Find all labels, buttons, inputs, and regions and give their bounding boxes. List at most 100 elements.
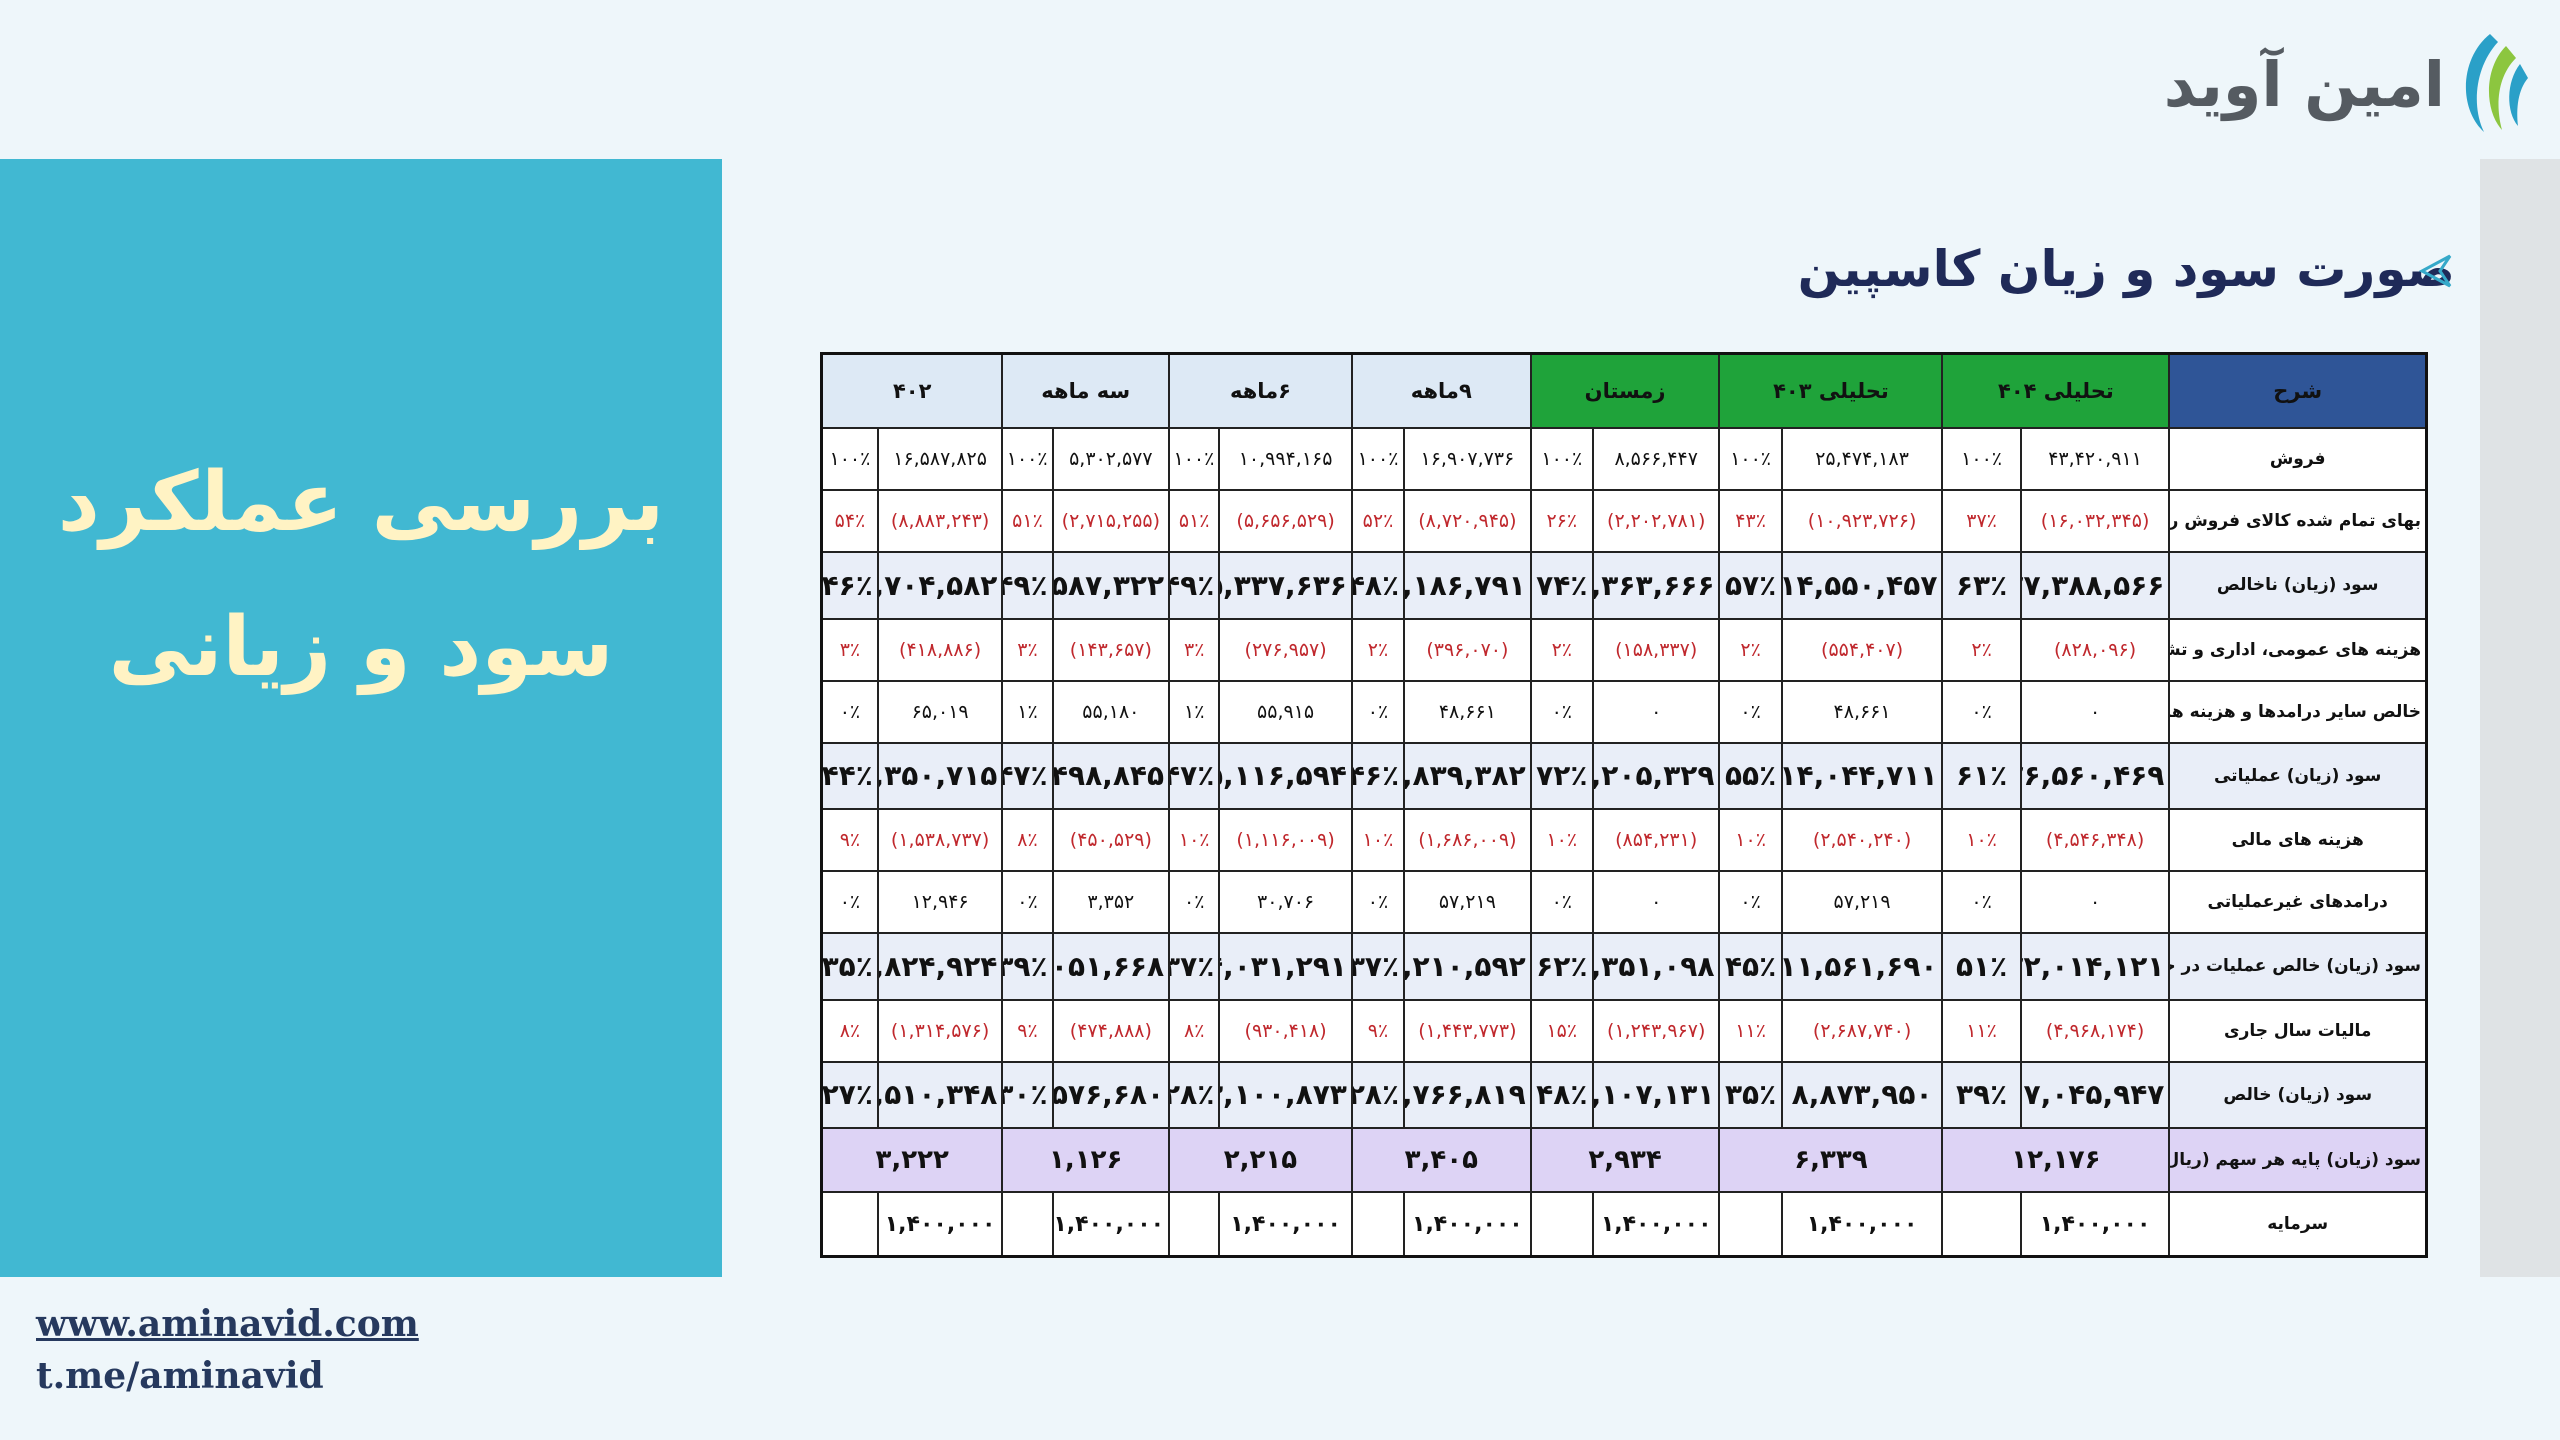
value-cell: (۹۳۰,۴۱۸) [1218,998,1353,1063]
value-cell: ۰ [2019,870,2171,935]
percent-cell: ۰٪ [1529,679,1594,744]
value-cell: ۴,۱۰۷,۱۳۱ [1591,1060,1721,1129]
percent-cell: ۹٪ [1001,998,1054,1063]
empty-cell [1350,1191,1406,1258]
eps-cell: ۳,۴۰۵ [1350,1126,1532,1194]
percent-cell: ۵۱٪ [1168,489,1221,554]
value-cell: ۱۰,۹۹۴,۱۶۵ [1218,426,1353,492]
percent-cell: ۳۷٪ [1350,932,1406,1001]
percent-cell: ۴۶٪ [1350,741,1406,811]
value-cell: ۸,۱۸۶,۷۹۱ [1403,551,1532,620]
percent-cell: ۸٪ [1168,998,1221,1063]
value-cell: ۴,۷۶۶,۸۱۹ [1403,1060,1532,1129]
empty-cell [1168,1191,1221,1258]
value-cell: ۷,۳۵۰,۷۱۵ [876,741,1004,811]
table-row-capital: سرمایه ۱,۴۰۰,۰۰۰ ۱,۴۰۰,۰۰۰ ۱,۴۰۰,۰۰۰ ۱,۴۰۰,۰… [820,1191,2428,1258]
value-cell: (۲۷۶,۹۵۷) [1218,617,1353,682]
percent-cell: ۱٪ [1168,679,1221,744]
percent-cell: ۲۷٪ [820,1060,879,1129]
value-cell: (۲,۶۸۷,۷۴۰) [1780,998,1944,1063]
value-cell: (۱۴۳,۶۵۷) [1051,617,1171,682]
value-cell: ۵۷,۲۱۹ [1780,870,1944,935]
percent-cell: ۰٪ [1718,870,1783,935]
percent-cell: ۱٪ [1001,679,1054,744]
percent-cell: ۲٪ [1941,617,2022,682]
value-cell: ۱۶,۵۸۷,۸۲۵ [876,426,1004,492]
table-row: فروش ۴۳,۴۲۰,۹۱۱ ۱۰۰٪ ۲۵,۴۷۴,۱۸۳ ۱۰۰٪ ۸,۵۶۶,۴۴… [820,426,2428,492]
value-cell: (۳۹۶,۰۷۰) [1403,617,1532,682]
row-label: سود (زیان) خالص عملیات در حال تداوم قبل … [2168,932,2428,1001]
table-row: هزینه های مالی (۴,۵۴۶,۳۴۸) ۱۰٪ (۲,۵۴۰,۲۴۰) ۱… [820,808,2428,873]
value-cell: (۲,۵۴۰,۲۴۰) [1780,808,1944,873]
percent-cell: ۵۱٪ [1001,489,1054,554]
value-cell: ۴۸,۶۶۱ [1780,679,1944,744]
percent-cell: ۳٪ [1001,617,1054,682]
percent-cell: ۰٪ [1941,679,2022,744]
brand-mark-icon [2465,34,2528,132]
value-cell: ۴,۵۱۰,۳۴۸ [876,1060,1004,1129]
percent-cell: ۲٪ [1718,617,1783,682]
website-link[interactable]: www.aminavid.com [36,1303,419,1345]
percent-cell: ۶۱٪ [1941,741,2022,811]
eps-cell: ۱,۱۲۶ [1001,1126,1171,1194]
value-cell: ۲۷,۳۸۸,۵۶۶ [2019,551,2171,620]
side-title-line2: سود و زیانی [108,600,614,695]
percent-cell: ۴۷٪ [1168,741,1221,811]
empty-cell [1529,1191,1594,1258]
value-cell: ۲۶,۵۶۰,۴۶۹ [2019,741,2171,811]
percent-cell: ۳۷٪ [1168,932,1221,1001]
value-cell: ۲,۰۵۱,۶۶۸ [1051,932,1171,1001]
value-cell: ۳۰,۷۰۶ [1218,870,1353,935]
percent-cell: ۶۳٪ [1941,551,2022,620]
capital-cell: ۱,۴۰۰,۰۰۰ [1403,1191,1532,1258]
percent-cell: ۵۵٪ [1718,741,1783,811]
value-cell: ۲۲,۰۱۴,۱۲۱ [2019,932,2171,1001]
empty-cell [820,1191,879,1258]
table-row: هزینه های عمومی، اداری و تشکیلاتی(۸۲۸,۰۹… [820,617,2428,682]
percent-cell: ۰٪ [820,870,879,935]
header-col-404: تحلیلی ۴۰۴ [1941,352,2171,429]
percent-cell: ۲٪ [1529,617,1594,682]
value-cell: ۶,۳۶۳,۶۶۶ [1591,551,1721,620]
percent-cell: ۸٪ [820,998,879,1063]
page-title: صورت سود و زیان کاسپین [1797,240,2455,298]
value-cell: (۱,۱۱۶,۰۰۹) [1218,808,1353,873]
percent-cell: ۳۰٪ [1001,1060,1054,1129]
percent-cell: ۷۲٪ [1529,741,1594,811]
percent-cell: ۰٪ [1941,870,2022,935]
value-cell: ۱۷,۰۴۵,۹۴۷ [2019,1060,2171,1129]
value-cell: ۲,۴۹۸,۸۴۵ [1051,741,1171,811]
value-cell: ۰ [1591,870,1721,935]
value-cell: ۵,۳۰۲,۵۷۷ [1051,426,1171,492]
value-cell: ۱,۵۷۶,۶۸۰ [1051,1060,1171,1129]
row-label: سود (زیان) خالص [2168,1060,2428,1129]
value-cell: (۸۲۸,۰۹۶) [2019,617,2171,682]
value-cell: (۵,۶۵۶,۵۲۹) [1218,489,1353,554]
value-cell: ۵,۳۳۷,۶۳۶ [1218,551,1353,620]
value-cell: ۳,۱۰۰,۸۷۳ [1218,1060,1353,1129]
table-row: مالیات سال جاری (۴,۹۶۸,۱۷۴) ۱۱٪ (۲,۶۸۷,۷۴۰)… [820,998,2428,1063]
value-cell: (۴۷۴,۸۸۸) [1051,998,1171,1063]
percent-cell: ۱۰۰٪ [1718,426,1783,492]
percent-cell: ۱۰۰٪ [1001,426,1054,492]
percent-cell: ۰٪ [1529,870,1594,935]
table-row-eps: سود (زیان) پایه هر سهم (ریال) ۱۲,۱۷۶ ۶,۳۳۹… [820,1126,2428,1194]
percent-cell: ۰٪ [1350,870,1406,935]
row-label: بهای تمام شده کالای فروش رفته [2168,489,2428,554]
capital-cell: ۱,۴۰۰,۰۰۰ [1051,1191,1171,1258]
percent-cell: ۰٪ [820,679,879,744]
percent-cell: ۷۴٪ [1529,551,1594,620]
value-cell: (۱,۲۴۳,۹۶۷) [1591,998,1721,1063]
side-panel [0,159,722,1277]
value-cell: ۵۵,۱۸۰ [1051,679,1171,744]
capital-cell: ۱,۴۰۰,۰۰۰ [876,1191,1004,1258]
value-cell: (۱,۴۴۳,۷۷۳) [1403,998,1532,1063]
value-cell: ۴۸,۶۶۱ [1403,679,1532,744]
value-cell: (۵۵۴,۴۰۷) [1780,617,1944,682]
value-cell: ۱۴,۵۵۰,۴۵۷ [1780,551,1944,620]
table-row: سود (زیان) عملیاتی ۲۶,۵۶۰,۴۶۹ ۶۱٪ ۱۴,۰۴۴,۷۱… [820,741,2428,811]
row-label: سرمایه [2168,1191,2428,1258]
value-cell: (۱۰,۹۲۳,۷۲۶) [1780,489,1944,554]
eps-cell: ۶,۳۳۹ [1718,1126,1944,1194]
telegram-link[interactable]: t.me/aminavid [36,1355,324,1397]
